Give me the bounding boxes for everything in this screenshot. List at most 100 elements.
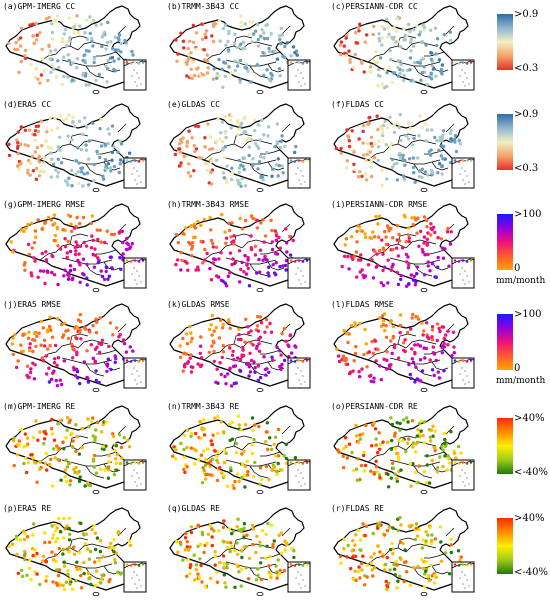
station-dot [87,49,91,53]
station-dot [105,229,109,233]
station-dot [186,548,191,552]
station-dot [264,150,269,155]
station-dot [435,37,440,41]
station-dot [75,326,79,330]
station-dot [244,63,249,67]
station-dot [236,337,241,342]
station-dot [92,465,96,469]
station-dot [187,129,191,133]
station-dot [199,436,203,440]
inset-island [300,283,302,285]
station-dot [254,578,259,582]
station-dot [279,551,284,556]
colorbar-canvas [497,314,513,370]
station-dot [62,74,66,79]
station-dot [220,67,225,72]
station-dot [385,17,389,21]
station-dot [383,85,387,90]
station-dot [246,470,250,474]
station-dot [184,332,189,336]
station-dot [45,130,49,134]
station-dot [389,57,393,62]
station-dot [86,183,91,187]
inset-station-dot [469,159,473,162]
station-dot [112,145,116,149]
station-dot [94,471,99,475]
map-panel: (k)GLDAS RMSE [164,298,319,392]
station-dot [339,40,344,44]
station-dot [127,539,131,543]
inset-island [295,273,297,275]
station-dot [358,375,362,379]
station-dot [407,362,411,367]
station-dot [295,53,299,57]
station-dot [91,44,95,48]
station-dot [239,337,243,342]
basin-boundary [241,239,273,249]
map-canvas [169,203,311,292]
station-dot [72,545,76,549]
station-dot [445,230,450,234]
station-dot [257,160,262,164]
inset-island [136,85,138,87]
station-dot [407,233,411,237]
station-dot [200,532,205,537]
station-dot [37,331,41,335]
station-dot [380,314,385,318]
station-dot [368,65,373,69]
station-dot [275,142,280,146]
station-dot [235,552,240,556]
station-dot [237,170,241,175]
station-dot [413,537,417,542]
station-dot [71,347,75,351]
panel-title: (b)TRMM-3B43 CC [167,2,240,11]
island-outline [420,188,428,192]
station-dot [44,451,48,456]
station-dot [7,142,11,146]
station-dot [189,331,193,335]
station-dot [254,346,259,351]
station-dot [374,50,378,54]
inset-map-box [123,157,147,189]
station-dot [411,312,415,317]
station-dot [242,522,247,526]
station-dot [339,151,343,155]
station-dot [193,73,197,78]
station-dot [58,114,62,118]
station-dot [370,144,374,148]
station-dot [49,70,53,75]
station-dot [113,557,117,562]
station-dot [11,250,15,254]
station-dot [264,440,268,444]
station-dot [193,149,197,154]
station-dot [76,146,80,150]
station-dot [74,159,79,163]
station-dot [439,71,443,75]
station-dot [277,67,282,71]
station-dot [414,280,418,284]
station-dot [55,568,59,572]
station-dot [185,445,189,450]
station-dot [20,228,24,232]
station-dot [432,373,436,378]
station-dot [410,347,414,351]
station-dot [75,350,79,354]
station-dot [237,327,241,331]
station-dot [429,28,433,32]
station-dot [215,580,220,584]
station-dot [42,169,46,174]
basin-boundary [249,65,269,79]
inset-island [295,475,297,477]
basin-boundary [431,63,449,73]
station-dot [249,246,253,250]
station-dot [58,530,63,534]
station-dot [90,20,94,24]
country-outline [333,103,469,187]
station-dot [269,523,274,527]
station-dot [176,258,180,262]
station-dot [417,527,421,532]
station-dot [270,228,274,233]
station-dot [360,568,364,572]
station-dot [449,128,453,133]
station-dot [196,523,201,527]
